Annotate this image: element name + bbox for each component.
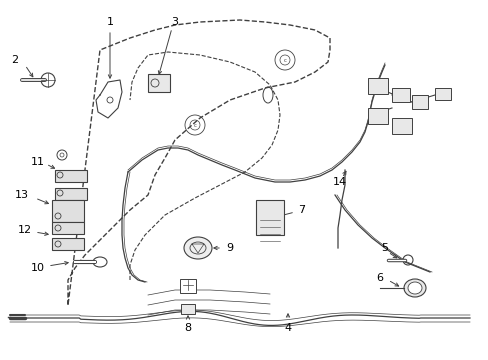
Text: 5: 5 [381,243,387,253]
FancyBboxPatch shape [434,88,450,100]
FancyBboxPatch shape [55,170,87,182]
Text: 9: 9 [226,243,233,253]
FancyBboxPatch shape [391,88,409,102]
Text: 13: 13 [15,190,29,200]
Ellipse shape [183,237,212,259]
FancyBboxPatch shape [411,95,427,109]
Text: 10: 10 [31,263,45,273]
Text: 7: 7 [298,205,305,215]
FancyBboxPatch shape [52,238,84,250]
FancyBboxPatch shape [52,200,84,222]
Text: 3: 3 [171,17,178,27]
Text: c: c [193,122,196,127]
Text: 1: 1 [106,17,113,27]
FancyBboxPatch shape [52,222,84,234]
Text: c: c [283,58,286,63]
FancyBboxPatch shape [55,188,87,200]
Text: 11: 11 [31,157,45,167]
FancyBboxPatch shape [181,304,195,314]
FancyBboxPatch shape [367,78,387,94]
Text: 2: 2 [11,55,19,65]
Text: 12: 12 [18,225,32,235]
Text: 14: 14 [332,177,346,187]
FancyBboxPatch shape [256,200,284,235]
FancyBboxPatch shape [367,108,387,124]
Text: 6: 6 [376,273,383,283]
Ellipse shape [407,282,421,294]
Ellipse shape [403,279,425,297]
FancyBboxPatch shape [148,74,170,92]
Text: 8: 8 [184,323,191,333]
FancyBboxPatch shape [391,118,411,134]
Text: 4: 4 [284,323,291,333]
FancyBboxPatch shape [180,279,196,293]
